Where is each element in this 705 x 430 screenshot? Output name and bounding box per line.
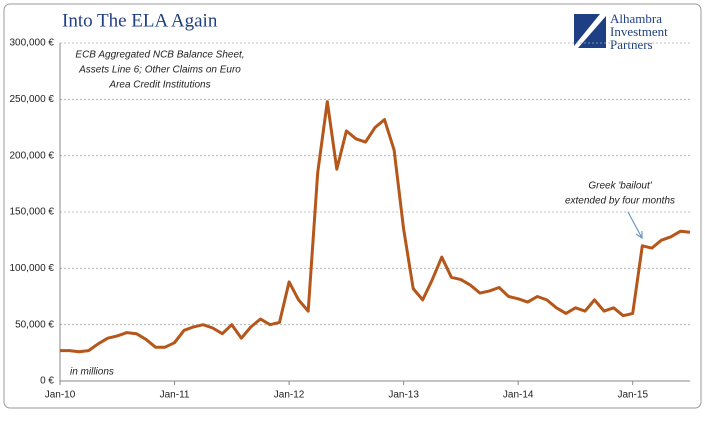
y-tick-label: 150,000 € [10,207,55,218]
annotation: Greek 'bailout' [588,181,652,192]
y-tick-label: 300,000 € [10,38,55,49]
x-tick-label: Jan-11 [160,390,190,401]
y-tick-label: 250,000 € [10,94,55,105]
y-tick-label: 100,000 € [10,263,55,274]
y-tick-label: 50,000 € [15,319,54,330]
subtitle: Area Credit Institutions [108,80,210,91]
logo-text: Investment [610,24,668,39]
y-tick-label: 200,000 € [10,150,55,161]
annotation: extended by four months [565,196,675,207]
logo-text: Alhambra [610,11,662,26]
units-note: in millions [70,367,114,378]
x-tick-label: Jan-10 [45,390,76,401]
logo-text: Partners [610,37,653,52]
subtitle: Assets Line 6; Other Claims on Euro [78,65,241,76]
subtitle: ECB Aggregated NCB Balance Sheet, [75,50,244,61]
x-tick-label: Jan-15 [617,390,648,401]
frame [3,3,702,409]
chart-title: Into The ELA Again [62,10,218,31]
x-tick-label: Jan-12 [274,390,305,401]
logo-mark [574,14,606,48]
x-tick-label: Jan-14 [503,390,534,401]
y-tick-label: 0 € [40,376,54,387]
data-line [60,100,691,354]
annotation-arrow [627,211,643,240]
x-tick-label: Jan-13 [388,390,419,401]
